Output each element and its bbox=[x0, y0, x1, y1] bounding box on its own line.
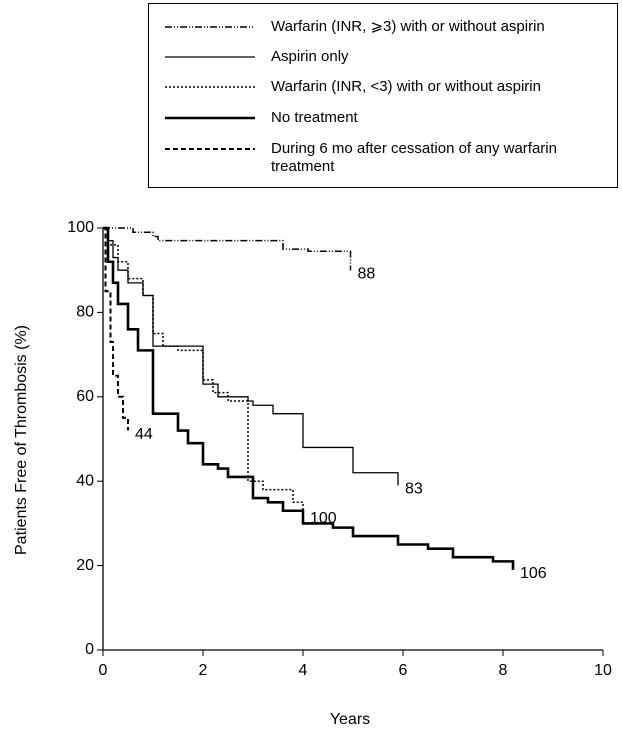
x-tick-label: 6 bbox=[399, 662, 408, 679]
legend-swatch bbox=[165, 56, 255, 58]
legend-swatch bbox=[165, 86, 255, 88]
y-tick-label: 40 bbox=[76, 472, 94, 489]
end-label: 83 bbox=[405, 481, 423, 498]
survival-curve bbox=[103, 227, 304, 515]
survival-curve bbox=[103, 227, 352, 271]
survival-curve bbox=[103, 227, 399, 486]
survival-curve bbox=[103, 227, 129, 431]
x-tick-label: 2 bbox=[199, 662, 208, 679]
y-tick-label: 20 bbox=[76, 557, 94, 574]
x-tick-label: 10 bbox=[594, 662, 612, 679]
legend-swatch bbox=[165, 148, 255, 150]
y-tick-label: 100 bbox=[67, 219, 94, 236]
legend-label: No treatment bbox=[271, 109, 358, 126]
legend-label: Warfarin (INR, <3) with or without aspir… bbox=[271, 78, 541, 95]
legend-swatch bbox=[165, 116, 255, 120]
x-axis-title: Years bbox=[330, 711, 370, 728]
end-label: 106 bbox=[520, 565, 547, 582]
legend-swatch bbox=[165, 26, 255, 28]
end-label: 44 bbox=[135, 426, 153, 443]
y-tick-label: 60 bbox=[76, 388, 94, 405]
x-tick-label: 8 bbox=[499, 662, 508, 679]
y-axis-title: Patients Free of Thrombosis (%) bbox=[13, 325, 30, 555]
x-tick-label: 4 bbox=[299, 662, 308, 679]
y-tick-label: 80 bbox=[76, 304, 94, 321]
legend: Warfarin (INR, ⩾3) with or without aspir… bbox=[148, 3, 618, 188]
y-tick-label: 0 bbox=[85, 641, 94, 658]
end-label: 88 bbox=[358, 265, 376, 282]
legend-label: Aspirin only bbox=[271, 48, 349, 65]
legend-label: Warfarin (INR, ⩾3) with or without aspir… bbox=[271, 18, 545, 35]
x-tick-label: 0 bbox=[99, 662, 108, 679]
survival-curve bbox=[103, 226, 515, 570]
legend-label: During 6 mo after cessation of any warfa… bbox=[271, 140, 557, 175]
